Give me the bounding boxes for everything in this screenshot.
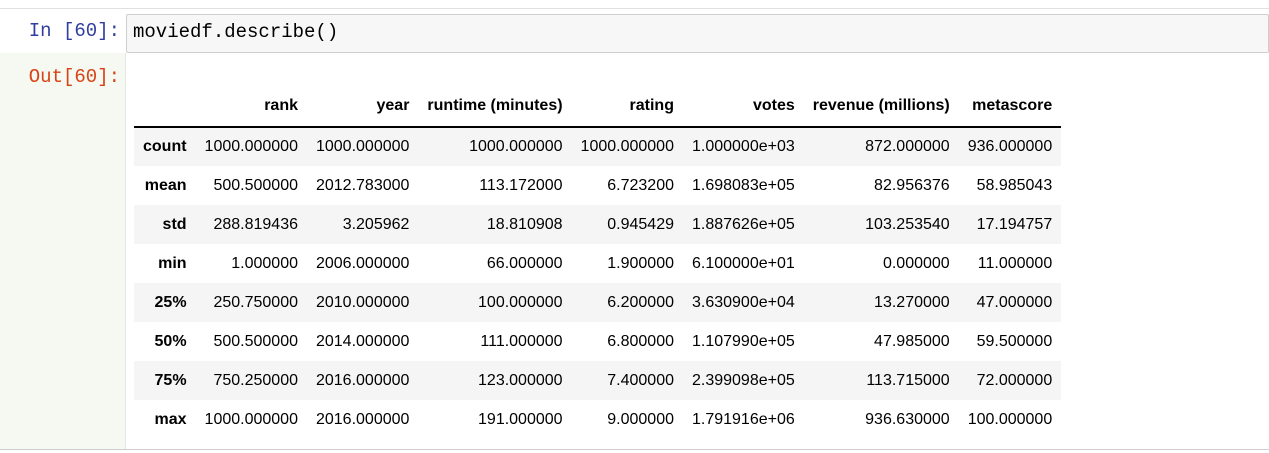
column-header: metascore [958,85,1062,128]
table-cell: 936.630000 [865,410,950,428]
column-header: revenue (millions) [803,85,959,128]
table-cell: 1000.000000 [469,138,563,155]
table-cell: 6.200000 [607,293,674,311]
table-cell: 17.194757 [976,215,1053,233]
row-index-label: mean [144,176,187,194]
row-index-label: min [158,254,187,272]
table-cell: 0.945429 [607,215,674,233]
table-cell: 1000.000000 [580,138,674,155]
table-cell: 2014.000000 [315,332,410,350]
column-header: rating [571,85,683,128]
table-cell: 111.000000 [480,332,563,350]
row-index-label: std [162,215,187,233]
table-cell: 1.698083e+05 [691,176,795,194]
table-cell: 6.723200 [607,176,674,194]
column-header: rank [195,85,307,128]
table-row: min 1.000000 2006.000000 66.000000 1.900000 6… [134,244,1062,283]
table-cell: 1.791916e+06 [691,410,795,428]
table-cell: 6.800000 [607,332,674,350]
table-row: mean 500.500000 2012.783000 113.172000 6.723… [134,166,1062,205]
table-cell: 2006.000000 [315,254,410,272]
table-cell: 82.956376 [874,176,950,194]
table-cell: 750.250000 [213,371,298,389]
output-area: rank year runtime (minutes) rating votes reve… [126,61,1269,449]
table-cell: 1.000000e+03 [691,138,795,155]
table-cell: 103.253540 [865,215,950,233]
dataframe-table: rank year runtime (minutes) rating votes reve… [134,85,1062,439]
table-cell: 47.000000 [976,293,1053,311]
table-header: rank year runtime (minutes) rating votes reve… [134,85,1062,128]
table-cell: 13.270000 [874,293,950,311]
table-cell: 9.000000 [607,410,674,428]
table-cell: 3.205962 [342,215,410,233]
table-row: max 1000.000000 2016.000000 191.000000 9.000… [134,400,1062,439]
table-cell: 2016.000000 [315,371,410,389]
table-cell: 58.985043 [976,176,1053,194]
output-prompt: Out[60]: [28,66,120,88]
output-gutter [0,53,126,449]
code-input-area[interactable]: moviedf.describe() [126,14,1269,53]
table-cell: 2012.783000 [315,176,410,194]
table-cell: 66.000000 [486,254,563,272]
table-cell: 11.000000 [977,254,1053,272]
table-row: 75% 750.250000 2016.000000 123.000000 7.4000… [134,361,1062,400]
table-cell: 250.750000 [213,293,298,311]
row-index-label: max [154,410,187,428]
column-header: votes [682,85,804,128]
notebook-cell[interactable]: In [60]: moviedf.describe() Out[60]: ran… [0,8,1269,450]
table-cell: 6.100000e+01 [691,254,795,272]
column-header: runtime (minutes) [418,85,572,128]
table-cell: 1000.000000 [204,138,298,155]
table-cell: 18.810908 [486,215,563,233]
table-cell: 100.000000 [967,410,1053,428]
table-cell: 7.400000 [607,371,674,389]
table-cell: 1000.000000 [315,138,410,155]
table-cell: 1.107990e+05 [691,332,795,350]
header-row: rank year runtime (minutes) rating votes reve… [134,85,1062,128]
table-cell: 1000.000000 [204,410,298,428]
column-header: year [306,85,419,128]
table-cell: 500.500000 [213,332,298,350]
table-cell: 2010.000000 [315,293,410,311]
table-cell: 47.985000 [874,332,950,350]
table-cell: 1.887626e+05 [691,215,795,233]
table-cell: 100.000000 [478,293,563,311]
row-index-label: 25% [154,293,187,311]
table-cell: 123.000000 [478,371,563,389]
table-row: 25% 250.750000 2010.000000 100.000000 6.2000… [134,283,1062,322]
row-index-label: count [143,138,187,155]
table-cell: 3.630900e+04 [691,293,795,311]
table-cell: 59.500000 [976,332,1053,350]
table-cell: 936.000000 [967,138,1053,155]
table-cell: 1.000000 [231,254,298,272]
table-row: 50% 500.500000 2014.000000 111.000000 6.8000… [134,322,1062,361]
table-cell: 1.900000 [607,254,674,272]
table-cell: 72.000000 [976,371,1053,389]
table-cell: 191.000000 [478,410,563,428]
table-cell: 2.399098e+05 [691,371,795,389]
code-text[interactable]: moviedf.describe() [133,21,339,43]
table-cell: 500.500000 [213,176,298,194]
row-index-label: 50% [154,332,187,350]
index-header [134,85,196,128]
table-cell: 872.000000 [865,138,950,155]
table-cell: 2016.000000 [315,410,410,428]
table-cell: 288.819436 [213,215,298,233]
input-prompt: In [60]: [28,20,120,42]
table-cell: 113.172000 [479,176,563,194]
table-row: count 1000.000000 1000.000000 1000.000000 10… [134,127,1062,166]
table-cell: 113.715000 [866,371,950,389]
table-row: std 288.819436 3.205962 18.810908 0.945429 1.… [134,205,1062,244]
table-cell: 0.000000 [882,254,950,272]
table-body: count 1000.000000 1000.000000 1000.000000 10… [134,127,1062,439]
row-index-label: 75% [154,371,187,389]
